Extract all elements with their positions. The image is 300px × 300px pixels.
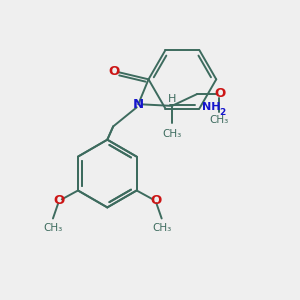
Text: O: O — [108, 65, 119, 79]
Text: N: N — [133, 98, 144, 111]
Text: NH: NH — [202, 102, 220, 112]
Text: O: O — [150, 194, 161, 207]
Text: CH₃: CH₃ — [43, 224, 63, 233]
Text: CH₃: CH₃ — [152, 224, 171, 233]
Text: O: O — [53, 194, 64, 207]
Text: H: H — [168, 94, 176, 104]
Text: O: O — [214, 87, 225, 100]
Text: CH₃: CH₃ — [163, 128, 182, 139]
Text: CH₃: CH₃ — [210, 115, 229, 125]
Text: 2: 2 — [219, 108, 226, 117]
